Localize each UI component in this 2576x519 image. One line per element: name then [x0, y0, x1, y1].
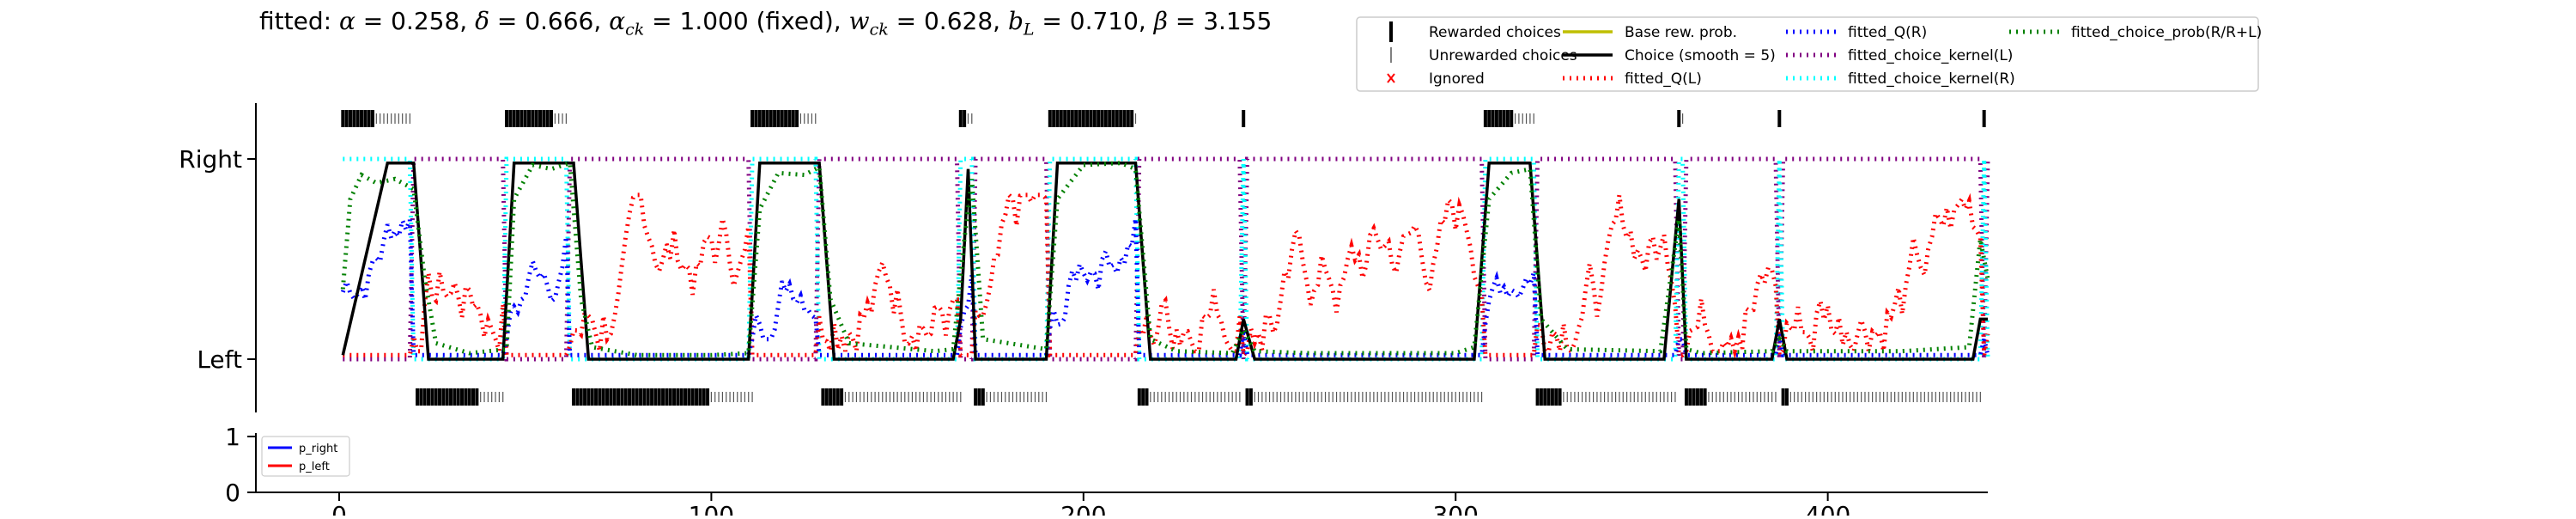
title-param: wck = 0.628, [848, 7, 1008, 40]
legend-label: fitted_choice_kernel(R) [1848, 70, 2015, 88]
title-param: αck = 1.000 (fixed), [609, 7, 849, 40]
sub-legend-label: p_left [299, 461, 330, 473]
choice-smooth-5-line [341, 161, 1988, 361]
legend-marker [1387, 73, 1395, 83]
legend-label: Base rew. prob. [1625, 24, 1737, 41]
legend-label: Rewarded choices [1429, 24, 1561, 41]
fitted-q-left-line [343, 190, 1990, 361]
x-tick-label: 300 [1432, 501, 1478, 516]
x-tick-label: 100 [689, 501, 734, 516]
legend-label: Choice (smooth = 5) [1625, 47, 1776, 64]
title-param: bL = 0.710, [1007, 7, 1154, 40]
chart-title: fitted: α = 0.258, δ = 0.666, αck = 1.00… [259, 7, 1272, 40]
legend-label: fitted_Q(R) [1848, 24, 1927, 41]
x-tick-label: 400 [1805, 501, 1850, 516]
legend-label: fitted_choice_prob(R/R+L) [2071, 24, 2262, 41]
y-tick-label: Left [197, 345, 242, 374]
title-param: δ = 0.666, [475, 7, 610, 35]
sub-y-tick-label: 1 [225, 423, 240, 451]
title-prefix: fitted: [259, 7, 339, 35]
sub-legend-label: p_right [299, 443, 337, 455]
fitted-choice-kernel-left-line [343, 156, 1990, 362]
title-param: β = 3.155 [1153, 7, 1273, 35]
fitted-q-right-line [340, 213, 1990, 357]
sub-y-tick-label: 0 [225, 479, 240, 507]
x-tick-label: 0 [331, 501, 347, 516]
legend-label: Unrewarded choices [1429, 47, 1577, 64]
legend-label: fitted_Q(L) [1625, 70, 1702, 88]
legend-label: Ignored [1429, 70, 1485, 88]
fitted-choice-prob-r-r-l-line [340, 160, 1990, 357]
legend-label: fitted_choice_kernel(L) [1848, 47, 2013, 64]
title-param: α = 0.258, [338, 7, 476, 35]
y-tick-label: Right [179, 145, 242, 174]
x-tick-label: 200 [1060, 501, 1106, 516]
